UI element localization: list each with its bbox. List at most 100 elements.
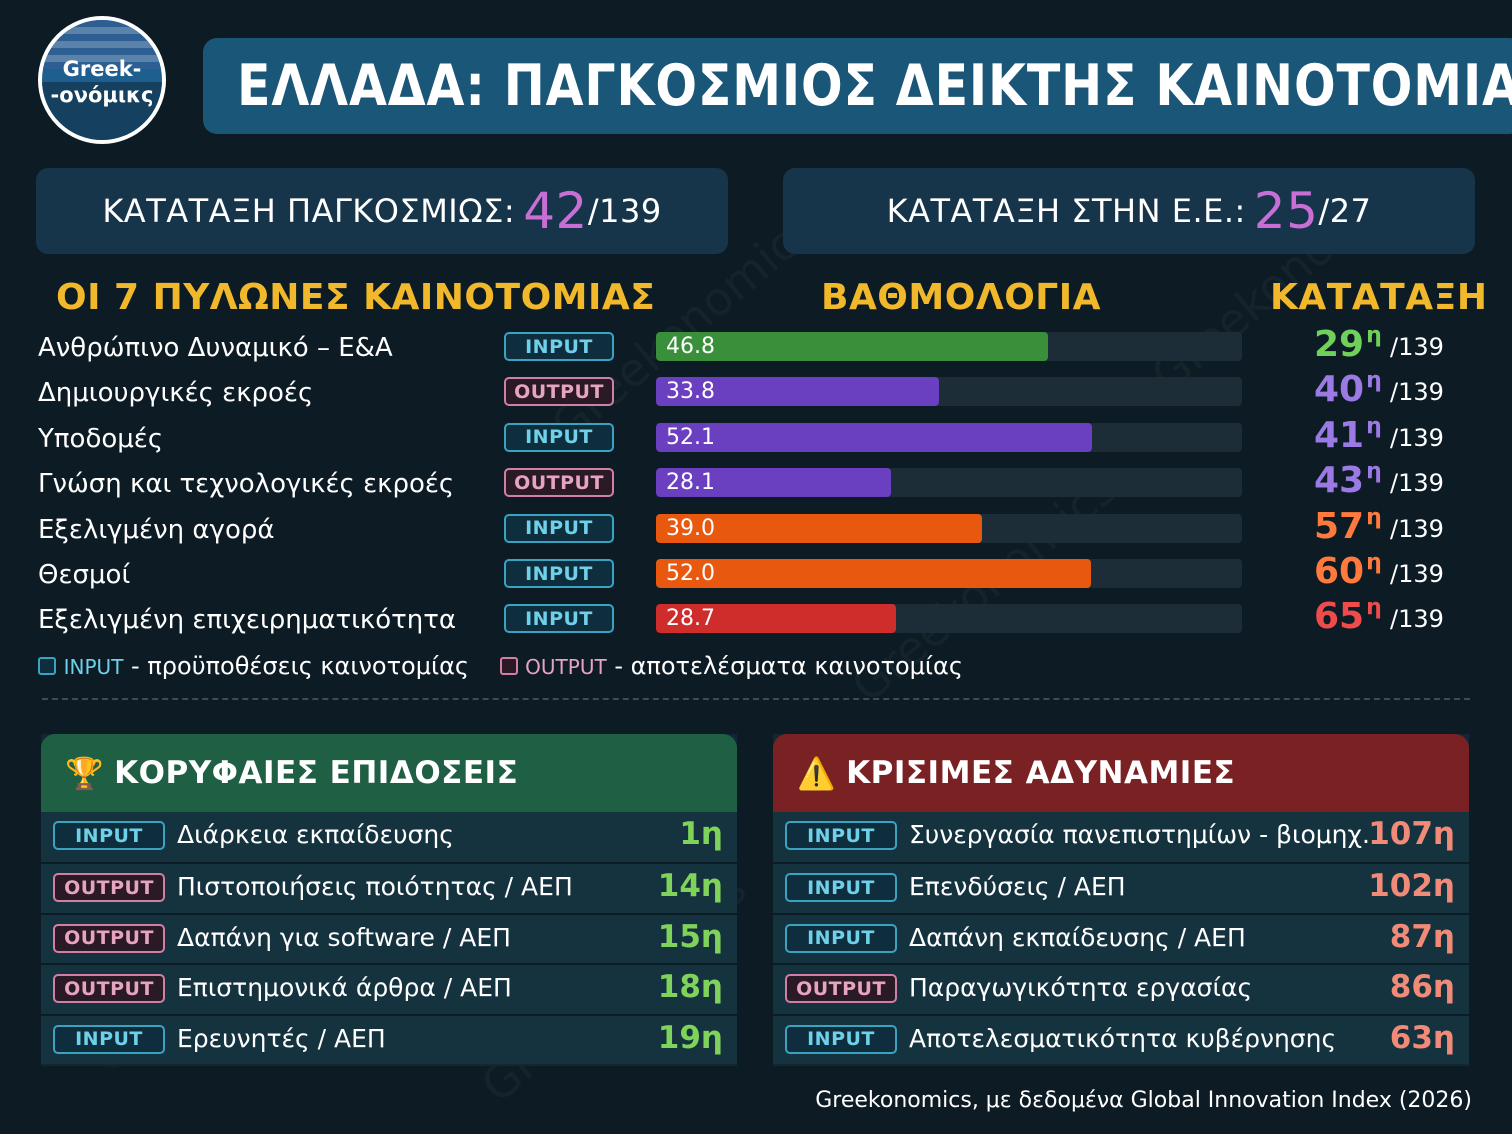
title-bar: ΕΛΛΑΔΑ: ΠΑΓΚΟΣΜΙΟΣ ΔΕΙΚΤΗΣ ΚΑΙΝΟΤΟΜΙΑΣ <box>203 38 1512 134</box>
list-item: INPUT Δαπάνη εκπαίδευσης / ΑΕΠ 87η <box>773 912 1469 964</box>
output-legend-tag: OUTPUT <box>525 655 607 679</box>
pillar-row: Θεσμοί INPUT 52.0 60η/139 <box>0 550 1512 598</box>
item-name: Παραγωγικότητα εργασίας <box>909 973 1253 1003</box>
pillar-rank: 43η <box>1314 459 1382 501</box>
bar: 46.8 <box>656 332 1048 361</box>
output-legend-swatch <box>499 657 518 675</box>
bar-track: 52.1 <box>656 422 1242 452</box>
rank-header: ΚΑΤΑΤΑΞΗ <box>1270 277 1488 318</box>
item-rank: 1η <box>679 816 723 852</box>
worst-panel-header: ⚠️ ΚΡΙΣΙΜΕΣ ΑΔΥΝΑΜΙΕΣ <box>773 734 1469 812</box>
trophy-icon: 🏆 <box>65 755 105 792</box>
pillar-type-tag: INPUT <box>504 332 614 361</box>
pillar-type-tag: INPUT <box>504 604 614 634</box>
legend: INPUT - προϋποθέσεις καινοτομίας OUTPUT … <box>38 652 963 680</box>
pillar-rank-total: /139 <box>1390 605 1444 634</box>
bar: 28.1 <box>656 468 891 498</box>
pillar-rank-value: 65 <box>1314 596 1365 638</box>
item-rank: 14η <box>657 868 723 905</box>
global-rank-total: /139 <box>587 192 662 230</box>
pillar-rank-value: 60 <box>1314 551 1365 592</box>
pillar-rank: 29η <box>1314 323 1382 365</box>
pillar-name: Γνώση και τεχνολογικές εκροές <box>38 469 455 500</box>
item-name: Επιστημονικά άρθρα / ΑΕΠ <box>177 973 512 1003</box>
worst-panel-title: ΚΡΙΣΙΜΕΣ ΑΔΥΝΑΜΙΕΣ <box>846 755 1236 791</box>
item-type-tag: INPUT <box>785 923 897 953</box>
item-rank: 63η <box>1389 1019 1455 1056</box>
pillar-type-tag: INPUT <box>504 559 614 588</box>
list-item: INPUT Συνεργασία πανεπιστημίων - βιομηχ. 1… <box>773 812 1469 863</box>
item-name: Επενδύσεις / ΑΕΠ <box>909 872 1126 902</box>
bar: 39.0 <box>656 513 982 543</box>
pillar-rank-suffix: η <box>1366 459 1382 485</box>
item-rank: 107η <box>1368 816 1455 852</box>
pillar-rank-total: /139 <box>1390 333 1444 361</box>
item-rank: 86η <box>1389 969 1455 1006</box>
pillar-rank: 65η <box>1314 595 1382 637</box>
bar-value-label: 52.1 <box>666 424 715 450</box>
pillar-rank-suffix: η <box>1366 368 1382 394</box>
eu-rank-value: 25 <box>1253 182 1319 240</box>
item-name: Πιστοποιήσεις ποιότητας / ΑΕΠ <box>177 872 573 902</box>
pillar-rank: 60η <box>1314 550 1382 592</box>
pillar-rank-total: /139 <box>1390 514 1444 543</box>
bar-track: 28.7 <box>656 604 1242 634</box>
warning-icon: ⚠️ <box>797 755 837 792</box>
pillar-rank-suffix: η <box>1366 323 1382 348</box>
pillars-header: ΟΙ 7 ΠΥΛΩΝΕΣ ΚΑΙΝΟΤΟΜΙΑΣ <box>56 277 656 318</box>
list-item: OUTPUT Πιστοποιήσεις ποιότητας / ΑΕΠ 14η <box>41 862 737 913</box>
item-name: Δαπάνη εκπαίδευσης / ΑΕΠ <box>909 922 1246 952</box>
list-item: OUTPUT Επιστημονικά άρθρα / ΑΕΠ 18η <box>41 963 737 1014</box>
item-type-tag: INPUT <box>785 873 897 903</box>
best-panel-header: 🏆 ΚΟΡΥΦΑΙΕΣ ΕΠΙΔΟΣΕΙΣ <box>41 734 737 812</box>
pillar-row: Ανθρώπινο Δυναμικό – Ε&Α INPUT 46.8 29η/139 <box>0 323 1512 371</box>
greek-flag-icon <box>42 20 162 82</box>
bar: 33.8 <box>656 377 939 407</box>
best-panel: 🏆 ΚΟΡΥΦΑΙΕΣ ΕΠΙΔΟΣΕΙΣ INPUT Διάρκεια εκπα… <box>41 734 737 1066</box>
pillar-rank-value: 29 <box>1314 324 1365 365</box>
pillar-rank-total: /139 <box>1390 378 1444 407</box>
item-type-tag: INPUT <box>53 1024 165 1054</box>
item-name: Αποτελεσματικότητα κυβέρνησης <box>909 1023 1337 1053</box>
source-note: Greekonomics, με δεδομένα Global Innovat… <box>815 1088 1472 1113</box>
list-item: INPUT Αποτελεσματικότητα κυβέρνησης 63η <box>773 1013 1469 1064</box>
pillar-rank-total: /139 <box>1390 560 1444 588</box>
worst-panel: ⚠️ ΚΡΙΣΙΜΕΣ ΑΔΥΝΑΜΙΕΣ INPUT Συνεργασία πα… <box>773 734 1469 1066</box>
bar-track: 46.8 <box>656 332 1242 361</box>
list-item: INPUT Επενδύσεις / ΑΕΠ 102η <box>773 862 1469 913</box>
pillar-rank-value: 57 <box>1314 505 1365 547</box>
pillar-rank-total: /139 <box>1390 469 1444 498</box>
logo-line-2: -ονόμικς <box>50 83 154 107</box>
pillar-type-tag: INPUT <box>504 422 614 452</box>
pillar-name: Εξελιγμένη αγορά <box>38 514 275 545</box>
bar: 28.7 <box>656 604 896 634</box>
output-legend-text: - αποτελέσματα καινοτομίας <box>606 652 963 680</box>
pillar-type-tag: INPUT <box>504 513 614 543</box>
pillar-name: Εξελιγμένη επιχειρηματικότητα <box>38 605 457 636</box>
bar-track: 39.0 <box>656 513 1242 543</box>
bar-value-label: 33.8 <box>666 379 715 405</box>
pillar-name: Ανθρώπινο Δυναμικό – Ε&Α <box>38 333 393 363</box>
bar-value-label: 39.0 <box>666 515 715 541</box>
input-legend-tag: INPUT <box>63 655 124 679</box>
bar: 52.1 <box>656 422 1092 452</box>
greekonomics-logo: Greek- -ονόμικς <box>38 16 166 144</box>
item-type-tag: OUTPUT <box>785 974 897 1004</box>
best-panel-title: ΚΟΡΥΦΑΙΕΣ ΕΠΙΔΟΣΕΙΣ <box>114 755 519 791</box>
bar-value-label: 28.1 <box>666 470 715 496</box>
eu-rank-total: /27 <box>1318 192 1372 230</box>
pillar-row: Υποδομές INPUT 52.1 41η/139 <box>0 414 1512 462</box>
page-title: ΕΛΛΑΔΑ: ΠΑΓΚΟΣΜΙΟΣ ΔΕΙΚΤΗΣ ΚΑΙΝΟΤΟΜΙΑΣ <box>237 53 1512 119</box>
pillar-rank-suffix: η <box>1366 550 1382 575</box>
item-rank: 15η <box>657 918 723 955</box>
logo-line-1: Greek- <box>62 57 142 81</box>
bar-track: 33.8 <box>656 377 1242 407</box>
pillar-name: Θεσμοί <box>38 560 131 590</box>
list-item: INPUT Διάρκεια εκπαίδευσης 1η <box>41 812 737 863</box>
pillar-type-tag: OUTPUT <box>504 377 614 407</box>
item-name: Διάρκεια εκπαίδευσης <box>177 820 454 849</box>
list-item: INPUT Ερευνητές / ΑΕΠ 19η <box>41 1013 737 1064</box>
pillar-rank-suffix: η <box>1366 504 1382 530</box>
bar-track: 28.1 <box>656 468 1242 498</box>
item-type-tag: OUTPUT <box>53 873 165 903</box>
